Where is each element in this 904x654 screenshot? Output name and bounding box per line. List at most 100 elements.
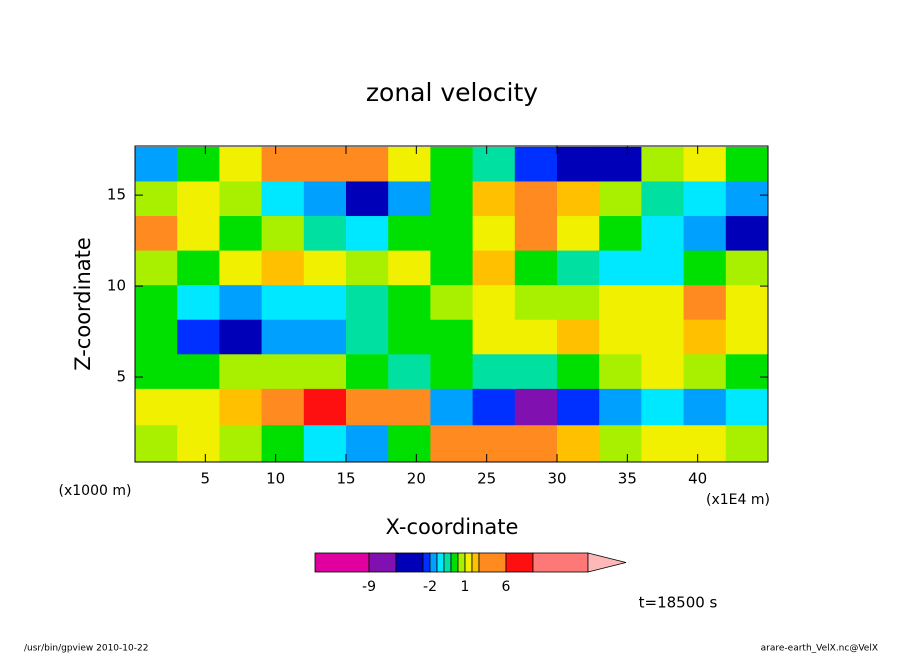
y-axis-label: Z-coordinate <box>71 237 95 371</box>
field-cell <box>346 216 389 252</box>
field-cell <box>683 216 727 252</box>
field-cell <box>219 181 263 217</box>
field-cell <box>177 146 220 182</box>
field-cell <box>135 216 178 252</box>
field-cell <box>219 146 263 182</box>
field-cell <box>219 250 263 286</box>
field-cell <box>261 146 305 182</box>
field-cell <box>683 146 727 182</box>
field-cell <box>303 425 347 462</box>
x-tick-label: 10 <box>266 470 285 488</box>
field-cell <box>472 425 516 462</box>
x-axis-label: X-coordinate <box>386 515 519 539</box>
field-cell <box>430 319 474 355</box>
field-cell <box>514 181 558 217</box>
field-cell <box>261 216 305 252</box>
field-cell <box>303 216 347 252</box>
field-cell <box>430 285 474 321</box>
field-cell <box>514 216 558 252</box>
field-cell <box>303 181 347 217</box>
field-cell <box>135 354 178 390</box>
field-cell <box>177 319 220 355</box>
field-cell <box>641 216 685 252</box>
field-cell <box>472 388 516 426</box>
field-cell <box>683 250 727 286</box>
field-cell <box>346 425 389 462</box>
field-cell <box>557 285 600 321</box>
y-tick-label: 5 <box>116 368 126 386</box>
colorbar-box <box>478 552 507 573</box>
field-cell <box>641 285 685 321</box>
colorbar-box <box>395 552 424 573</box>
colorbar-box <box>450 552 459 573</box>
field-cell <box>599 146 642 182</box>
field-cell <box>430 181 474 217</box>
field-cell <box>388 250 431 286</box>
field-cell <box>430 388 474 426</box>
field-cell <box>472 319 516 355</box>
field-cell <box>725 250 768 286</box>
field-cell <box>177 285 220 321</box>
field-cell <box>219 319 263 355</box>
x-tick-label: 35 <box>618 470 637 488</box>
colorbar-box <box>471 552 480 573</box>
y-units: (x1000 m) <box>59 483 132 499</box>
field-cell <box>472 354 516 390</box>
contour-field <box>135 146 768 462</box>
field-cell <box>346 250 389 286</box>
colorbar-extension <box>587 552 627 573</box>
colorbar-box <box>429 552 438 573</box>
x-tick-label: 15 <box>336 470 355 488</box>
field-cell <box>683 388 727 426</box>
field-cell <box>472 181 516 217</box>
field-cell <box>135 319 178 355</box>
field-cell <box>219 354 263 390</box>
colorbar-tick-label: 1 <box>461 579 470 595</box>
field-cell <box>135 250 178 286</box>
colorbar-box <box>443 552 452 573</box>
field-cell <box>303 319 347 355</box>
field-cell <box>557 216 600 252</box>
field-cell <box>683 319 727 355</box>
field-cell <box>641 425 685 462</box>
y-tick-label: 10 <box>107 277 126 295</box>
field-cell <box>388 425 431 462</box>
field-cell <box>135 285 178 321</box>
colorbar-box <box>505 552 534 573</box>
footer-left: /usr/bin/gpview 2010-10-22 <box>24 644 148 654</box>
field-cell <box>599 319 642 355</box>
colorbar-box <box>457 552 466 573</box>
field-cell <box>641 388 685 426</box>
field-cell <box>599 354 642 390</box>
field-cell <box>557 146 600 182</box>
colorbar-box <box>464 552 473 573</box>
colorbar-tick-label: -2 <box>423 579 437 595</box>
field-cell <box>430 146 474 182</box>
field-cell <box>725 319 768 355</box>
field-cell <box>683 425 727 462</box>
field-cell <box>599 181 642 217</box>
field-cell <box>557 319 600 355</box>
field-cell <box>261 354 305 390</box>
field-cell <box>599 388 642 426</box>
x-tick-label: 30 <box>547 470 566 488</box>
field-cell <box>641 354 685 390</box>
field-cell <box>177 181 220 217</box>
field-cell <box>135 388 178 426</box>
field-cell <box>303 354 347 390</box>
field-cell <box>725 216 768 252</box>
field-cell <box>388 216 431 252</box>
field-cell <box>219 388 263 426</box>
field-cell <box>135 181 178 217</box>
field-cell <box>599 250 642 286</box>
field-cell <box>557 250 600 286</box>
x-tick-label: 5 <box>201 470 211 488</box>
x-tick-label: 20 <box>407 470 426 488</box>
field-cell <box>725 146 768 182</box>
field-cell <box>430 216 474 252</box>
field-cell <box>261 285 305 321</box>
field-cell <box>430 425 474 462</box>
field-cell <box>177 388 220 426</box>
